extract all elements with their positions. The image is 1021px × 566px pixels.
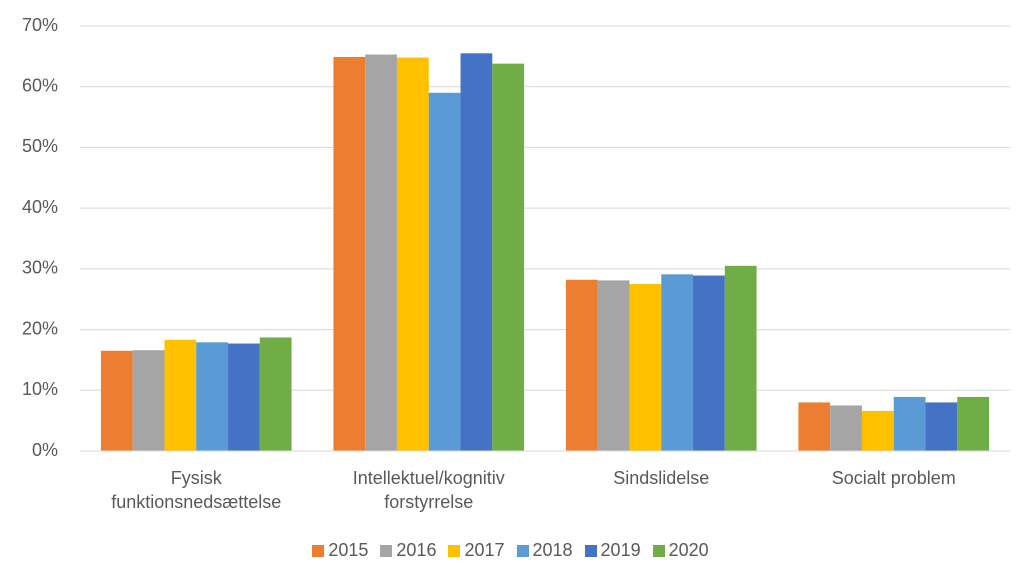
bar	[164, 339, 197, 451]
bar	[798, 402, 831, 451]
bar	[396, 57, 429, 451]
y-tick-label: 10%	[22, 379, 58, 399]
bar	[661, 274, 694, 451]
legend: 2015 2016 2017 2018 2019 2020	[0, 540, 1021, 561]
legend-swatch	[584, 544, 597, 557]
bar	[100, 350, 133, 451]
legend-label: 2016	[396, 540, 437, 560]
bar	[830, 405, 862, 451]
x-tick-label: Intellektuel/kognitiv forstyrrelse	[352, 468, 505, 512]
x-tick-label: Socialt problem	[831, 468, 956, 488]
legend-swatch	[516, 544, 529, 557]
bar	[259, 337, 292, 451]
legend-swatch	[652, 544, 665, 557]
y-tick-label: 60%	[22, 75, 58, 95]
legend-label: 2018	[532, 540, 573, 560]
y-tick-label: 0%	[32, 440, 58, 460]
bar	[724, 265, 757, 451]
bar	[957, 396, 990, 451]
bar	[333, 56, 366, 451]
legend-label: 2015	[328, 540, 369, 560]
bar	[492, 63, 525, 452]
bar	[460, 53, 493, 451]
legend-label: 2017	[464, 540, 505, 560]
bar	[597, 280, 630, 451]
x-tick-label: Fysisk funktionsnedsættelse	[111, 468, 282, 512]
legend-swatch	[312, 544, 325, 557]
legend-item: 2015	[312, 540, 368, 561]
bar	[365, 54, 397, 452]
legend-swatch	[380, 544, 393, 557]
bar	[861, 410, 894, 451]
legend-item: 2017	[448, 540, 505, 561]
bar	[565, 279, 598, 451]
legend-item: 2020	[652, 540, 709, 561]
x-tick-label: Sindslidelse	[613, 468, 710, 488]
legend-label: 2019	[600, 540, 641, 560]
bar	[925, 402, 958, 451]
bar	[428, 92, 461, 452]
bar	[196, 342, 229, 451]
y-tick-label: 70%	[22, 15, 58, 35]
bar	[629, 284, 662, 451]
y-tick-label: 20%	[22, 318, 58, 338]
y-tick-label: 50%	[22, 136, 58, 156]
legend-item: 2019	[584, 540, 641, 561]
y-tick-label: 30%	[22, 258, 58, 278]
legend-item: 2016	[380, 540, 436, 561]
bar	[132, 350, 165, 451]
y-tick-label: 40%	[22, 197, 58, 217]
legend-label: 2020	[668, 540, 709, 560]
bar	[893, 396, 926, 451]
legend-item: 2018	[516, 540, 573, 561]
legend-swatch	[448, 544, 461, 557]
bar	[693, 275, 725, 451]
bar	[228, 343, 260, 451]
